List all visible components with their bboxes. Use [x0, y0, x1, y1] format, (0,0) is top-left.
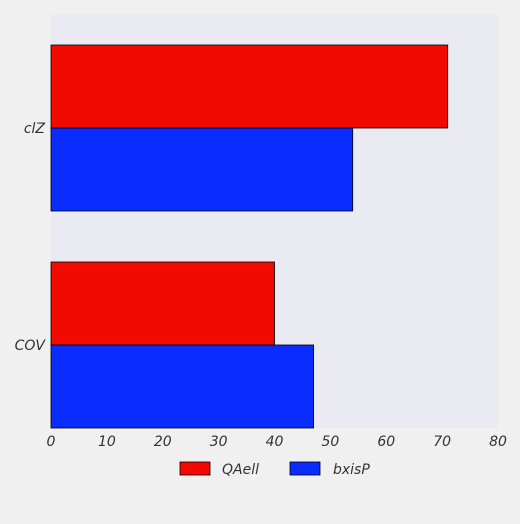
x-tick-label: 10 — [98, 434, 116, 450]
legend-swatch-QAell — [179, 461, 211, 476]
x-tick-label: 0 — [47, 434, 56, 450]
x-tick-label: 60 — [377, 434, 395, 450]
x-tick-label: 70 — [433, 434, 451, 450]
x-tick-label: 30 — [210, 434, 228, 450]
legend-swatch-bxisP — [289, 461, 321, 476]
x-axis: 0 10 20 30 40 50 60 70 80 — [47, 434, 507, 450]
y-axis: clZ COV — [15, 121, 47, 354]
legend-label-bxisP: bxisP — [333, 462, 370, 478]
y-tick-label: clZ — [24, 121, 46, 137]
bar-COV-QAell — [50, 261, 275, 346]
x-tick-label: 40 — [266, 434, 284, 450]
bar-clZ-QAell — [50, 44, 449, 129]
bars-group — [50, 44, 449, 429]
x-tick-label: 80 — [489, 434, 507, 450]
bar-COV-bxisP — [50, 344, 315, 429]
x-tick-label: 20 — [154, 434, 172, 450]
y-tick-label: COV — [15, 338, 47, 354]
legend-label-QAell: QAell — [222, 462, 259, 478]
x-tick-label: 50 — [321, 434, 339, 450]
bar-clZ-bxisP — [50, 127, 354, 212]
legend: QAell bxisP — [179, 461, 370, 478]
